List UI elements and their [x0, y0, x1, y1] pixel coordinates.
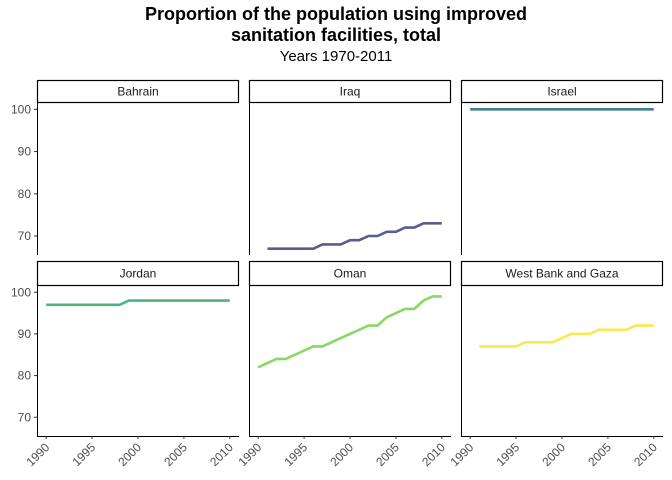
facet-label-bahrain: Bahrain: [117, 85, 158, 99]
facet-strip-bahrain: [36, 79, 240, 104]
title-block: Proportion of the population using impro…: [0, 4, 672, 66]
x-tick-label-west-bank-and-gaza-1995: 1995: [493, 440, 522, 469]
x-tick-label-oman-1995: 1995: [281, 440, 310, 469]
facet-strip-jordan: [36, 260, 240, 287]
facet-strip-iraq: [248, 79, 452, 104]
x-tick-label-west-bank-and-gaza-2005: 2005: [585, 440, 614, 469]
x-tick-label-oman-2010: 2010: [419, 440, 448, 469]
y-tick-label-jordan-100: 100: [11, 285, 31, 299]
y-tick-label-bahrain-100: 100: [11, 102, 31, 116]
facet-label-jordan: Jordan: [120, 267, 157, 281]
facet-strip-oman: [248, 260, 452, 287]
x-tick-label-oman-2000: 2000: [327, 440, 356, 469]
x-tick-label-jordan-2005: 2005: [161, 440, 190, 469]
x-tick-label-jordan-1995: 1995: [69, 440, 98, 469]
x-tick-label-west-bank-and-gaza-2000: 2000: [539, 440, 568, 469]
x-tick-label-oman-2005: 2005: [373, 440, 402, 469]
facet-strip-west-bank-and-gaza: [460, 260, 664, 287]
x-tick-label-west-bank-and-gaza-2010: 2010: [631, 440, 660, 469]
y-tick-label-jordan-70: 70: [18, 410, 32, 424]
chart-title: Proportion of the population using impro…: [145, 4, 527, 45]
chart-subtitle: Years 1970-2011: [279, 48, 393, 65]
facet-label-israel: Israel: [547, 85, 576, 99]
y-tick-label-bahrain-70: 70: [18, 229, 32, 243]
facet-strip-israel: [460, 79, 664, 104]
y-tick-label-bahrain-90: 90: [18, 145, 32, 159]
facet-label-oman: Oman: [334, 267, 367, 281]
y-tick-label-jordan-90: 90: [18, 327, 32, 341]
x-tick-label-jordan-2000: 2000: [115, 440, 144, 469]
y-tick-label-bahrain-80: 80: [18, 187, 32, 201]
series-line-jordan: [46, 299, 230, 307]
facet-label-west-bank-and-gaza: West Bank and Gaza: [505, 267, 619, 281]
x-tick-label-jordan-1990: 1990: [24, 440, 53, 469]
x-tick-label-jordan-2010: 2010: [207, 440, 236, 469]
series-line-iraq: [267, 222, 442, 250]
x-tick-label-oman-1990: 1990: [236, 440, 265, 469]
x-tick-label-west-bank-and-gaza-1990: 1990: [448, 440, 477, 469]
facet-label-iraq: Iraq: [340, 85, 361, 99]
series-line-oman: [257, 295, 442, 369]
y-tick-label-jordan-80: 80: [18, 369, 32, 383]
series-line-west-bank-and-gaza: [479, 324, 654, 348]
